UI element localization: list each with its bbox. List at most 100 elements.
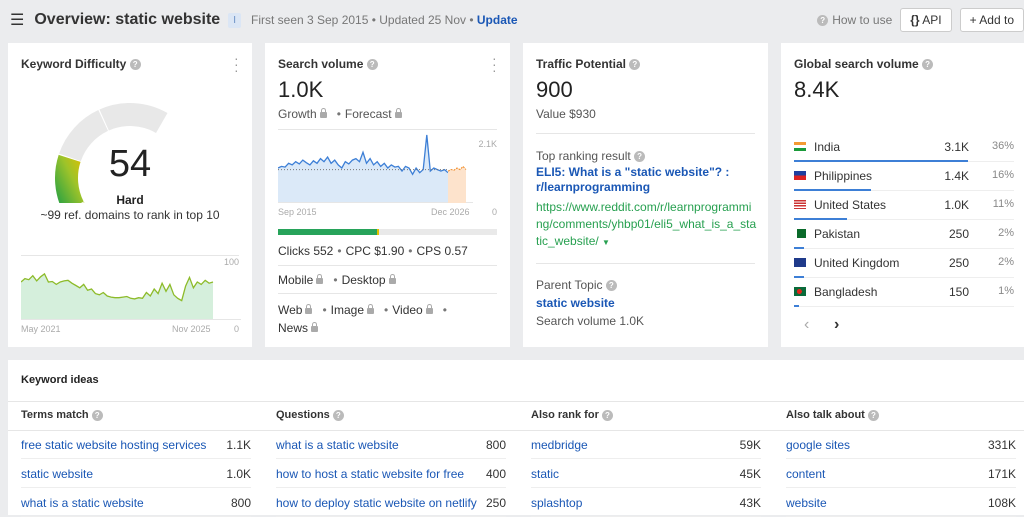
card-title: Global search volume ? [794,57,934,71]
web-label[interactable]: Web [278,303,303,317]
image-label[interactable]: Image [330,303,365,317]
keyword-idea-row[interactable]: what is a static website 800 [21,488,251,517]
country-volume: 150 [948,285,969,299]
help-icon[interactable]: ? [366,59,378,71]
flag-india-icon [794,142,806,151]
country-percent: 2% [998,256,1014,268]
difficulty-note: ~99 ref. domains to rank in top 10 [40,208,220,222]
top-result-url[interactable]: https://www.reddit.com/r/learnprogrammin… [536,200,757,248]
keyword-idea-row[interactable]: free static website hosting services 1.1K [21,430,251,459]
help-icon[interactable]: ? [332,409,344,421]
mobile-label[interactable]: Mobile [278,273,314,287]
difficulty-label: Hard [116,193,144,207]
more-icon[interactable]: · · · [234,50,239,78]
keyword-link[interactable]: what is a static website [276,438,399,452]
keyword-idea-row[interactable]: how to host a static website for free 400 [276,459,506,488]
keyword-link[interactable]: medbridge [531,438,588,452]
news-label[interactable]: News [278,321,309,335]
help-icon[interactable]: ? [129,59,141,71]
country-row[interactable]: Pakistan 250 2% [794,220,1014,249]
country-name: Philippines [814,169,873,183]
prev-page-icon[interactable]: ‹ [804,316,810,333]
api-button[interactable]: {} API [900,8,952,32]
y-max-label: 2.1K [478,139,497,149]
keyword-idea-row[interactable]: static 45K [531,459,761,488]
keyword-volume: 171K [987,467,1016,481]
country-volume: 1.4K [944,169,969,183]
parent-topic-link[interactable]: static website [536,296,615,310]
keyword-idea-row[interactable]: content 171K [786,459,1016,488]
help-icon: ? [817,14,829,26]
keyword-idea-row[interactable]: how to deploy static website on netlify 2… [276,488,506,517]
help-icon[interactable]: ? [601,409,613,421]
keyword-link[interactable]: content [786,467,826,481]
keyword-volume: 800 [230,496,251,510]
country-row[interactable]: Philippines 1.4K 16% [794,162,1014,191]
keyword-link[interactable]: free static website hosting services [21,438,207,452]
keyword-volume: 59K [739,438,761,452]
keyword-link[interactable]: google sites [786,438,851,452]
next-page-icon[interactable]: › [834,316,840,333]
add-to-button[interactable]: + Add to [959,8,1024,32]
video-label[interactable]: Video [392,303,423,317]
y-max-label: 100 [223,257,239,267]
chart-area [21,273,213,320]
country-name: United States [814,198,887,212]
parent-topic-label: Parent Topic ? [536,278,617,292]
country-row[interactable]: India 3.1K 36% [794,133,1014,162]
help-icon[interactable]: ? [634,151,646,163]
gauge-segment [55,154,84,203]
keyword-idea-row[interactable]: what is a static website 800 [276,430,506,459]
country-row[interactable]: United States 1.0K 11% [794,191,1014,220]
flag-philippines-icon [794,171,806,180]
keyword-idea-row[interactable]: medbridge 59K [531,430,761,459]
keyword-idea-row[interactable]: google sites 331K [786,430,1016,459]
keyword-link[interactable]: website [786,496,827,510]
card-title: Keyword Difficulty ? [21,57,141,71]
country-share-bar [794,189,872,191]
keyword-link[interactable]: splashtop [531,496,583,510]
column-title: Also talk about ? [786,409,879,421]
country-share-bar [794,160,969,162]
x-start-label: Sep 2015 [278,207,317,217]
keyword-volume: 250 [485,496,506,510]
device-split: Mobile • Desktop [278,273,402,287]
keyword-link[interactable]: static website [21,467,94,481]
keyword-link[interactable]: static [531,467,560,481]
how-to-use-button[interactable]: ? How to use [817,13,892,27]
gauge-segment [82,202,85,203]
keyword-volume: 331K [987,438,1016,452]
keyword-ideas-card: Keyword ideas Terms match ? free static w… [8,360,1024,517]
cps: CPS 0.57 [416,244,468,258]
more-icon[interactable]: · · · [492,50,497,78]
country-name: India [814,140,841,154]
help-icon[interactable]: ? [91,409,103,421]
desktop-label[interactable]: Desktop [341,273,386,287]
update-link[interactable]: Update [476,13,518,27]
help-icon[interactable]: ? [629,59,641,71]
clicks-bar [278,229,497,235]
country-row[interactable]: United Kingdom 250 2% [794,249,1014,278]
keyword-link[interactable]: how to host a static website for free [276,467,465,481]
chart-line [278,134,449,176]
keyword-idea-row[interactable]: website 108K [786,488,1016,517]
growth-label[interactable]: Growth [278,107,317,121]
keyword-link[interactable]: what is a static website [21,496,144,510]
top-result-title[interactable]: ELI5: What is a "static website"? : r/le… [536,165,730,194]
country-percent: 36% [991,140,1014,152]
menu-icon[interactable]: ☰ [10,12,25,29]
keyword-link[interactable]: how to deploy static website on netlify [276,496,477,510]
caret-down-icon[interactable]: ▼ [602,238,610,247]
country-row[interactable]: Bangladesh 150 1% [794,278,1014,307]
page-title: Overview: static website [34,11,221,28]
help-icon[interactable]: ? [605,280,617,292]
keyword-idea-row[interactable]: splashtop 43K [531,488,761,517]
country-volume: 3.1K [944,140,969,154]
search-volume-card: Search volume ? · · · 1.0K Growth • Forecast… [265,43,510,347]
help-icon[interactable]: ? [867,409,879,421]
plus-icon: + [969,13,977,27]
keyword-idea-row[interactable]: static website 1.0K [21,459,251,488]
x-end-label: Nov 2025 [172,324,211,334]
help-icon[interactable]: ? [922,59,934,71]
forecast-label[interactable]: Forecast [344,107,392,121]
